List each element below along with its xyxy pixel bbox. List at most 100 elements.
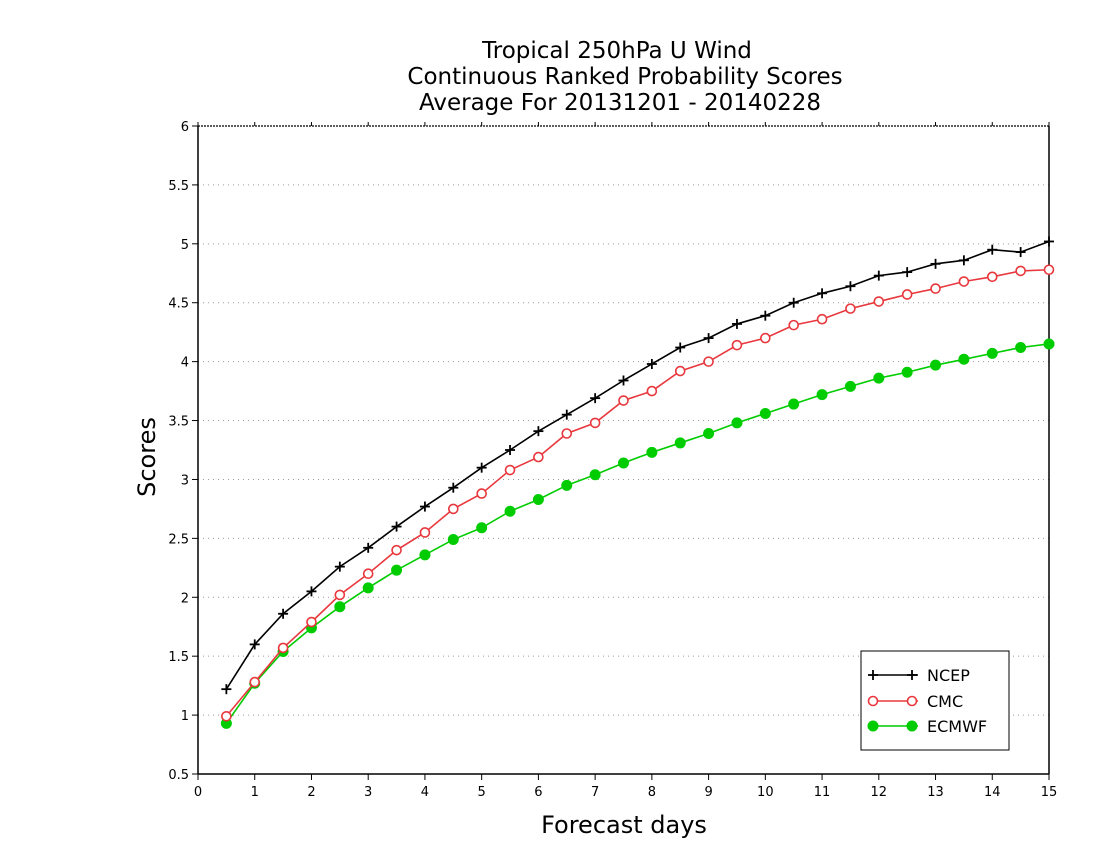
series-line-ncep: [225, 240, 1050, 690]
data-point-ncep: [249, 639, 260, 650]
legend-item-cmc: CMC: [867, 692, 963, 711]
data-point-cmc: [646, 385, 658, 397]
data-point-ecmwf: [362, 582, 374, 594]
y-tick-label: 1: [181, 709, 189, 724]
data-point-ecmwf: [561, 479, 573, 491]
data-point-cmc: [391, 544, 402, 556]
data-point-ecmwf: [646, 446, 658, 458]
y-tick-label: 3: [181, 473, 189, 488]
data-point-cmc: [618, 395, 629, 406]
y-tick-label: 5: [181, 238, 189, 253]
data-point-ncep: [448, 482, 459, 493]
data-point-cmc: [873, 296, 885, 307]
data-point-cmc: [958, 276, 970, 287]
data-point-cmc: [703, 356, 714, 367]
data-point-ecmwf: [958, 353, 970, 365]
title-line-2: Continuous Ranked Probability Scores: [407, 64, 842, 90]
data-point-cmc: [447, 503, 459, 515]
data-point-ncep: [476, 462, 487, 473]
series-cmc: [221, 264, 1055, 722]
x-tick-label: 2: [307, 785, 315, 800]
data-point-ecmwf: [532, 493, 544, 505]
data-point-ncep: [334, 561, 345, 572]
data-point-cmc: [1043, 264, 1055, 276]
data-point-ecmwf: [930, 359, 942, 371]
data-point-ncep: [618, 375, 629, 386]
y-tick-label: 1.5: [168, 650, 189, 665]
series-line-cmc: [225, 268, 1050, 717]
data-point-ncep: [590, 393, 601, 404]
data-point-ecmwf: [901, 366, 913, 378]
data-point-ecmwf: [986, 347, 998, 359]
legend-label-ncep: NCEP: [927, 666, 970, 685]
data-point-cmc: [561, 428, 573, 439]
data-point-ncep: [987, 244, 998, 255]
data-point-ecmwf: [873, 372, 885, 384]
x-tick-label: 3: [364, 785, 372, 800]
data-point-ncep: [788, 297, 799, 308]
data-point-cmc: [731, 339, 743, 351]
y-axis: 0.5 1 1.5 2 2.5 3 3.5 4 4.5 5 5.5 6: [168, 120, 198, 783]
plot-frame: [197, 125, 1050, 775]
x-tick-label: 5: [478, 785, 486, 800]
data-point-ncep: [505, 445, 516, 455]
data-point-ncep: [675, 342, 686, 353]
data-point-cmc: [306, 616, 317, 628]
data-point-cmc: [1015, 265, 1026, 277]
data-point-ncep: [731, 318, 742, 329]
data-point-ncep: [561, 409, 572, 420]
y-tick-label: 2: [181, 591, 189, 606]
x-tick-label: 11: [814, 785, 831, 800]
data-point-cmc: [901, 289, 913, 300]
data-point-ncep: [1015, 247, 1026, 258]
data-point-ncep: [646, 358, 657, 369]
data-point-ncep: [533, 426, 544, 437]
data-point-ncep: [1044, 236, 1054, 247]
y-tick-label: 3.5: [168, 415, 189, 430]
title-line-1: Tropical 250hPa U Wind: [481, 38, 752, 64]
title-line-3: Average For 20131201 - 20140228: [419, 90, 821, 116]
horizontal-grid: [198, 184, 1049, 716]
x-tick-label: 6: [534, 785, 542, 800]
y-tick-label: 2.5: [168, 532, 189, 547]
data-point-ecmwf: [1015, 341, 1027, 353]
legend-marker-ecmwf: [906, 720, 918, 732]
data-point-cmc: [476, 488, 487, 499]
data-point-cmc: [533, 451, 544, 463]
data-point-cmc: [277, 642, 289, 654]
data-point-cmc: [986, 271, 998, 283]
data-point-ecmwf: [731, 417, 743, 429]
y-axis-label: Scores: [133, 417, 161, 497]
data-point-cmc: [788, 319, 800, 331]
y-tick-label: 6: [181, 120, 189, 135]
data-point-ecmwf: [1043, 338, 1055, 350]
data-point-ncep: [817, 288, 828, 299]
data-point-ecmwf: [674, 437, 686, 449]
data-point-ecmwf: [504, 505, 516, 517]
y-tick-label: 4.5: [168, 297, 189, 312]
series-group: [220, 236, 1055, 729]
x-tick-label: 14: [984, 785, 1001, 800]
data-point-ncep: [363, 542, 374, 553]
data-point-ncep: [930, 258, 941, 269]
data-point-cmc: [674, 365, 686, 377]
legend-label-cmc: CMC: [927, 692, 963, 711]
data-point-cmc: [249, 676, 261, 688]
legend-item-ecmwf: ECMWF: [867, 717, 987, 736]
y-tick-label: 0.5: [168, 768, 189, 783]
legend-item-ncep: NCEP: [868, 666, 970, 685]
data-point-cmc: [221, 710, 232, 722]
data-point-ncep: [278, 608, 289, 619]
data-point-ncep: [419, 501, 430, 512]
data-point-ecmwf: [589, 469, 601, 481]
data-point-ncep: [902, 267, 913, 278]
data-point-cmc: [362, 568, 374, 580]
data-point-ecmwf: [816, 389, 828, 401]
data-point-cmc: [816, 313, 828, 325]
x-tick-label: 12: [871, 785, 888, 800]
legend-marker-cmc: [867, 695, 879, 707]
data-point-ecmwf: [447, 534, 459, 546]
data-point-ecmwf: [759, 407, 771, 419]
data-point-ncep: [873, 270, 884, 281]
